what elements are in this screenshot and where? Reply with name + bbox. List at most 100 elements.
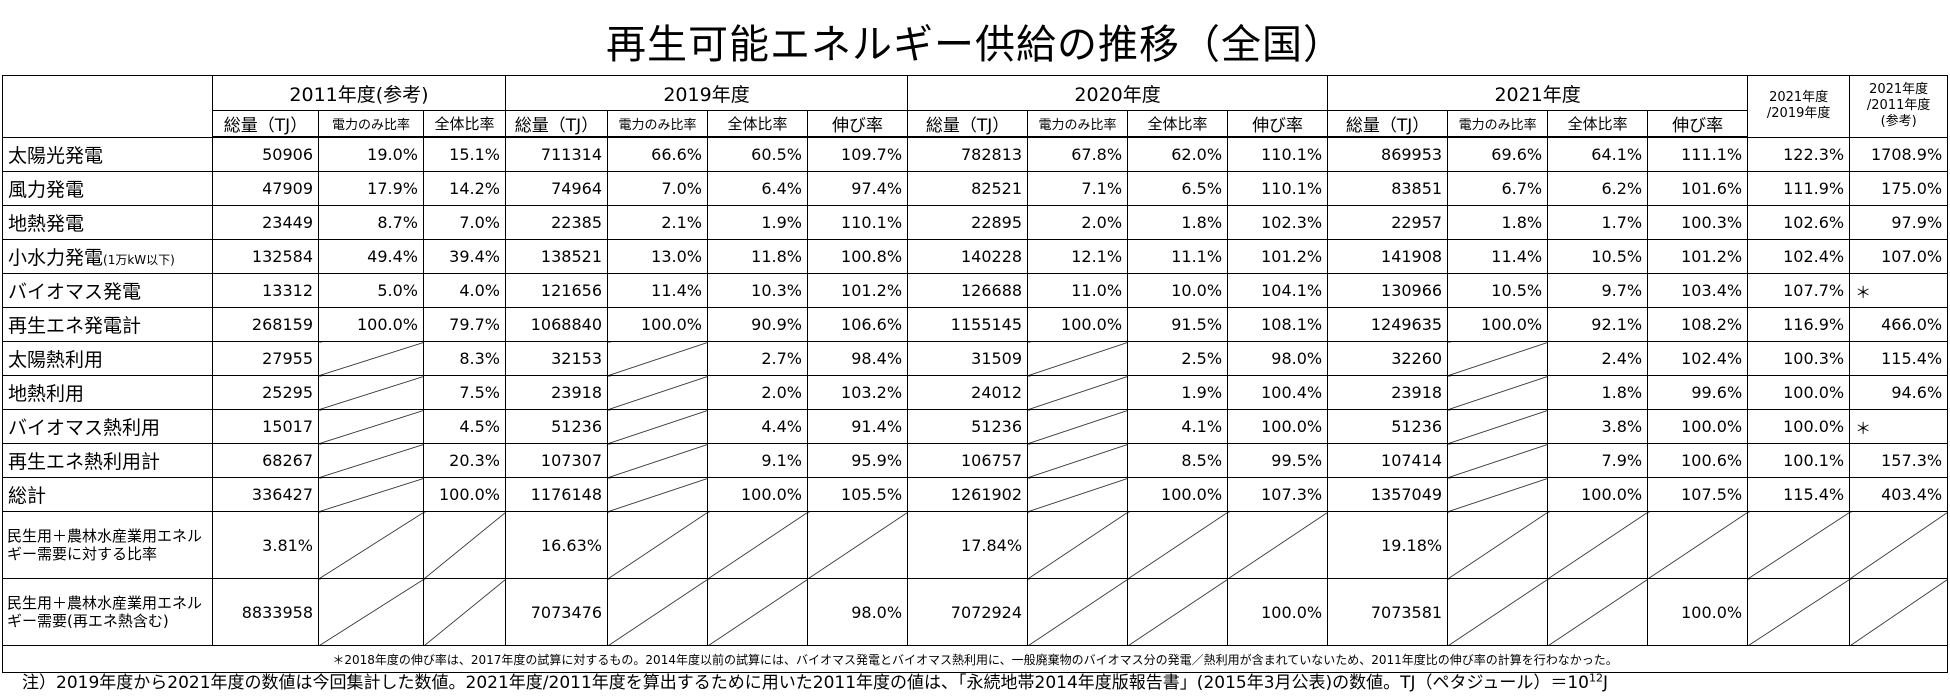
table-cell: 109.7% [806,136,909,172]
table-cell: 51236 [505,409,608,444]
table-cell: 3.8% [1547,409,1649,444]
table-cell: 100.6% [1647,443,1749,478]
table-note: ＊2018年度の伸び率は、2017年度の試算に対するもの。2014年度以前の試算… [1,645,1949,673]
table-cell [707,511,808,579]
table-cell: 106.6% [806,307,909,342]
table-cell: 107.0% [1849,239,1949,274]
table-cell: 1068840 [505,307,608,342]
table-cell: 22895 [907,205,1029,240]
table-cell: 7073476 [505,578,608,646]
table-cell: 110.1% [806,205,909,240]
row-label-text: 地熱利用 [8,383,85,405]
row-label: バイオマス発電 [2,273,213,308]
table-cell: 2.5% [1127,341,1229,376]
subheader-elec-ratio: 電力のみ比率 [1447,110,1549,138]
table-cell: 1155145 [907,307,1029,342]
table-cell: 130966 [1327,273,1449,308]
table-cell: 9.7% [1547,273,1649,308]
row-label-text: 再生エネ熱利用計 [8,451,161,473]
table-cell: 2.0% [1027,205,1129,240]
table-cell: 90.9% [707,307,808,342]
table-cell: 14.2% [423,171,506,206]
table-cell: 100.0% [1647,578,1749,646]
table-cell: 100.0% [1547,477,1649,512]
table-row: 風力発電 47909 17.9% 14.2% 74964 7.0% 6.4% 97.4% 825… [2,171,1949,206]
table-cell: 782813 [907,136,1029,172]
table-cell: 106757 [907,443,1029,478]
table-cell: 141908 [1327,239,1449,274]
table-cell: 74964 [505,171,608,206]
table-cell [607,511,708,579]
table-cell: 11.0% [1027,273,1129,308]
footnote: 注）2019年度から2021年度の数値は今回集計した数値。2021年度/2011… [22,668,1608,693]
table-cell: 116.9% [1747,307,1851,342]
table-cell: 10.5% [1447,273,1549,308]
table-cell [1027,477,1129,512]
table-cell: 110.1% [1227,171,1329,206]
table-cell: 121656 [505,273,608,308]
table-cell: 95.9% [806,443,909,478]
table-row: 民生用＋農林水産業用エネルギー需要に対する比率 3.81% 16.63% 17.84%… [2,511,1949,579]
table-cell [318,511,424,579]
table-cell [318,375,424,410]
table-cell: 11.4% [1447,239,1549,274]
table-cell: 111.1% [1647,136,1749,172]
table-cell: 10.5% [1547,239,1649,274]
table-cell [318,477,424,512]
table-cell [423,511,506,579]
table-row: 地熱利用 25295 7.5% 23918 2.0% 103.2% 24012 1.9% 100… [2,375,1949,410]
table-cell: 32260 [1327,341,1449,376]
table-cell [318,578,424,646]
row-label-text: 総計 [8,485,47,507]
table-cell [318,409,424,444]
table-cell: 7072924 [907,578,1029,646]
table-cell: 97.4% [806,171,909,206]
row-label-text: 風力発電 [8,179,85,201]
table-cell: 100.0% [607,307,708,342]
table-cell [1547,578,1649,646]
table-cell: 98.4% [806,341,909,376]
table-cell: 7.0% [423,205,506,240]
row-label: 風力発電 [2,171,213,206]
table-cell: 62.0% [1127,136,1229,172]
table-cell: 98.0% [1227,341,1329,376]
table-cell [607,409,708,444]
table-cell: 100.0% [318,307,424,342]
table-cell [1447,477,1549,512]
table-cell: 19.18% [1327,511,1449,579]
table-cell: 51236 [1327,409,1449,444]
table-cell: 100.4% [1227,375,1329,410]
header-corner [2,75,213,138]
table-cell [1447,443,1549,478]
table-cell: 10.3% [707,273,808,308]
table-cell: 100.0% [1227,578,1329,646]
table-cell [1447,409,1549,444]
table-cell: 102.4% [1647,341,1749,376]
header-2011: 2011年度(参考) [212,75,506,111]
table-cell [1647,511,1749,579]
table-cell: 2.1% [607,205,708,240]
table-cell: 22957 [1327,205,1449,240]
table-cell [607,477,708,512]
row-label-text: バイオマス発電 [8,281,142,303]
table-cell [1027,409,1129,444]
table-cell: 107.7% [1747,273,1851,308]
table-row: 小水力発電(1万kW以下) 132584 49.4% 39.4% 138521 13.0%… [2,239,1949,274]
table-cell: 9.1% [707,443,808,478]
table-cell: 140228 [907,239,1029,274]
table-cell: 101.6% [1647,171,1749,206]
row-label: 再生エネ発電計 [2,307,213,342]
subheader-elec-ratio: 電力のみ比率 [1027,110,1129,138]
footnote-text: 注）2019年度から2021年度の数値は今回集計した数値。2021年度/2011… [22,673,1589,693]
table-cell: 49.4% [318,239,424,274]
table-row: バイオマス発電 13312 5.0% 4.0% 121656 11.4% 10.3% 101.… [2,273,1949,308]
header-ratio-2021-2011-text: 2021年度 /2011年度 (参考) [1866,82,1931,130]
table-row: バイオマス熱利用 15017 4.5% 51236 4.4% 91.4% 51236 4.1%… [2,409,1949,444]
table-cell: 1.9% [707,205,808,240]
table-cell: 99.5% [1227,443,1329,478]
table-cell: 7073581 [1327,578,1449,646]
row-label: バイオマス熱利用 [2,409,213,444]
table-cell: 102.4% [1747,239,1851,274]
table-cell: 100.1% [1747,443,1851,478]
table-cell: 8.5% [1127,443,1229,478]
